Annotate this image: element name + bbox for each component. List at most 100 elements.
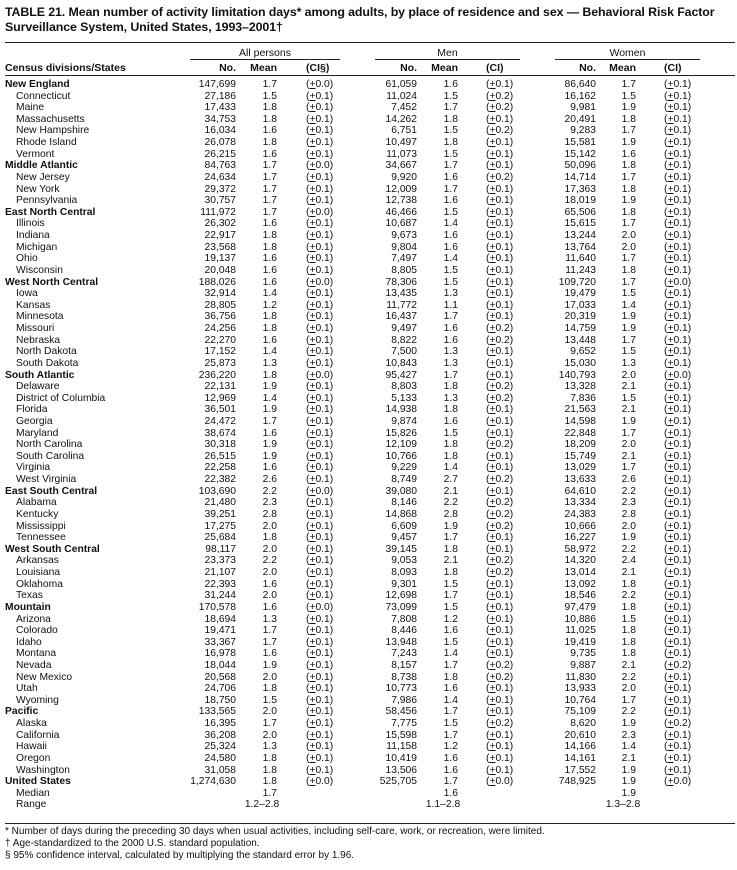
cell-mean: 1.7 (621, 253, 636, 265)
plus-minus-sign: + (667, 555, 674, 567)
cell-ci: +0.1 (664, 706, 691, 718)
cell-mean: 1.8 (262, 323, 277, 335)
ci-value: 0.0 (315, 276, 330, 288)
plus-minus-sign: + (489, 474, 496, 486)
cell-no: 30,318 (204, 439, 237, 451)
cell-mean: 1.8 (621, 648, 636, 660)
ci-value: 0.1 (673, 160, 688, 172)
cell-no: 525,705 (379, 776, 417, 788)
cell-mean: 1.6 (443, 625, 458, 637)
cell-mean: 1.5 (443, 125, 458, 137)
ci-value: 0.0 (315, 601, 330, 613)
cell-mean: 1.6 (443, 79, 458, 90)
cell-mean: 2.2 (262, 485, 277, 497)
cell-ci: +0.1 (664, 160, 691, 172)
plus-minus-sign: + (489, 102, 496, 114)
cell-no: 17,552 (564, 764, 597, 776)
plus-minus-sign: + (309, 718, 316, 730)
column-header-mean: Mean (609, 62, 636, 74)
cell-no: 11,025 (565, 625, 596, 637)
table-row-state: Utah 24,706 1.8 +0.1 10,773 1.6 +0.1 13,933 2.0 +… (0, 683, 737, 695)
ci-value: 0.1 (673, 752, 688, 764)
cell-ci: +0.1 (306, 706, 333, 718)
cell-ci: +0.1 (306, 393, 333, 405)
cell-ci: +0.1 (486, 451, 513, 463)
cell-ci: +0.1 (486, 149, 513, 161)
cell-no: 8,146 (391, 497, 417, 509)
row-label: Oklahoma (16, 578, 63, 590)
cell-no: 15,615 (564, 218, 597, 230)
cell-mean: 1.6 (262, 276, 277, 288)
ci-value: 0.1 (315, 125, 330, 137)
ci-value: 0.1 (315, 195, 330, 207)
column-header-ci_first: (CI§) (306, 62, 330, 74)
plus-minus-sign: + (667, 113, 674, 125)
cell-no: 46,466 (385, 206, 418, 218)
cell-no: 31,244 (204, 590, 237, 602)
cell-no: 38,674 (204, 427, 237, 439)
cell-mean: 1.6 (262, 218, 277, 230)
cell-no: 9,497 (391, 323, 417, 335)
row-label: West South Central (5, 543, 100, 555)
plus-minus-sign: + (309, 311, 316, 323)
ci-value: 0.1 (495, 369, 510, 381)
cell-ci: +0.2 (486, 335, 513, 347)
plus-minus-sign: + (489, 683, 496, 695)
cell-no: 39,080 (385, 485, 418, 497)
cell-no: 9,874 (391, 415, 417, 427)
cell-no: 78,306 (385, 276, 418, 288)
cell-no: 20,319 (564, 311, 597, 323)
cell-ci: +0.0 (306, 79, 333, 91)
cell-ci: +0.1 (486, 462, 513, 474)
cell-ci: +0.1 (664, 695, 691, 707)
ci-value: 0.1 (673, 601, 688, 613)
cell-no: 7,836 (570, 392, 596, 404)
cell-mean: 1.5 (621, 346, 636, 358)
plus-minus-sign: + (667, 381, 674, 393)
plus-minus-sign: + (667, 729, 674, 741)
plus-minus-sign: + (489, 625, 496, 637)
cell-no: 16,978 (204, 648, 237, 660)
cell-no: 18,750 (204, 694, 237, 706)
cell-mean: 1.8 (262, 102, 277, 114)
cell-ci: +0.1 (486, 184, 513, 196)
table-title: TABLE 21. Mean number of activity limita… (5, 5, 715, 34)
plus-minus-sign: + (667, 206, 674, 218)
cell-ci: +0.1 (486, 265, 513, 277)
cell-ci: +0.1 (664, 172, 691, 184)
cell-no: 10,773 (385, 683, 418, 695)
plus-minus-sign: + (667, 427, 674, 439)
plus-minus-sign: + (489, 334, 496, 346)
cell-no: 13,334 (564, 497, 597, 509)
plus-minus-sign: + (667, 183, 674, 195)
ci-value: 0.1 (673, 264, 688, 276)
table-row-state: California 36,208 2.0 +0.1 15,598 1.7 +0.1 20,6… (0, 730, 737, 742)
cell-ci: +0.1 (306, 335, 333, 347)
ci-value: 0.1 (495, 415, 510, 427)
plus-minus-sign: + (667, 660, 674, 671)
cell-ci: +0.2 (486, 125, 513, 137)
cell-no: 75,109 (564, 706, 597, 718)
cell-ci: +0.0 (664, 277, 691, 289)
ci-value: 0.2 (495, 102, 510, 114)
plus-minus-sign: + (489, 264, 496, 276)
plus-minus-sign: + (489, 752, 496, 764)
row-label: Pacific (5, 706, 39, 718)
cell-no: 17,152 (204, 346, 237, 358)
cell-no: 12,698 (385, 590, 418, 602)
cell-no: 58,456 (385, 706, 418, 718)
cell-no: 10,886 (564, 613, 597, 625)
row-label: Washington (16, 764, 70, 776)
plus-minus-sign: + (489, 601, 496, 613)
cell-no: 25,324 (204, 741, 237, 753)
cell-ci: +0.1 (486, 753, 513, 765)
ci-value: 0.1 (495, 532, 510, 544)
cell-no: 8,157 (391, 660, 417, 671)
ci-value: 0.1 (315, 625, 330, 637)
row-label: Maryland (16, 427, 59, 439)
table-row-state: Kansas 28,805 1.2 +0.1 11,772 1.1 +0.1 17,033 1.… (0, 300, 737, 312)
row-label: Maine (16, 102, 45, 114)
ci-value: 0.1 (315, 299, 330, 311)
cell-mean: 1.8 (621, 636, 636, 648)
plus-minus-sign: + (309, 660, 316, 671)
